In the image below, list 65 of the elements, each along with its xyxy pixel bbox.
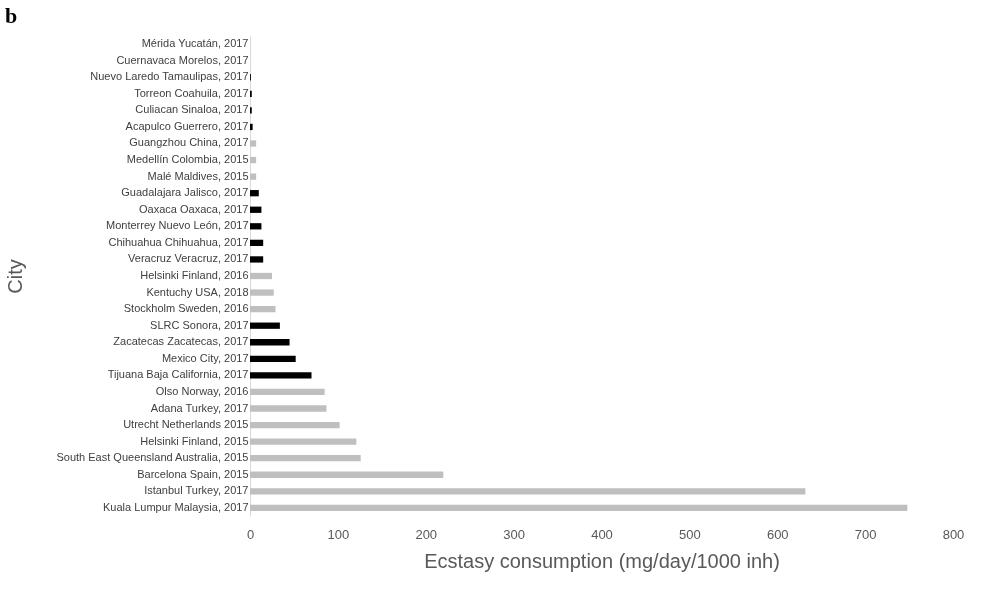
bar: [250, 372, 312, 379]
bar: [250, 156, 257, 164]
bar: [250, 471, 444, 478]
y-axis-title: City: [3, 259, 26, 294]
bar: [250, 421, 340, 429]
x-tick-label: 200: [415, 526, 438, 542]
y-tick-label: Olso Norway, 2016: [155, 384, 249, 397]
y-tick-label: Helsinki Finland, 2016: [140, 269, 249, 281]
x-axis-title: Ecstasy consumption (mg/day/1000 inh): [424, 549, 780, 572]
y-tick-label: Guadalajara Jalisco, 2017: [121, 186, 249, 199]
y-tick-label: Mexico City, 2017: [161, 351, 249, 364]
y-tick-label: Culiacan Sinaloa, 2017: [135, 103, 249, 116]
text: b: [5, 3, 18, 28]
y-tick-label: Oaxaca Oaxaca, 2017: [139, 202, 249, 215]
y-tick-label: Monterrey Nuevo León, 2017: [106, 219, 249, 232]
x-tick-label: 0: [246, 526, 255, 542]
bar: [250, 438, 357, 445]
bar: [250, 305, 276, 313]
bar: [250, 256, 264, 263]
y-tick-label: Nuevo Laredo Tamaulipas, 2017: [90, 70, 249, 83]
y-tick-label: SLRC Sonora, 2017: [150, 318, 249, 331]
y-tick-label: Malé Maldives, 2015: [147, 169, 249, 182]
bar: [250, 405, 327, 412]
y-tick-label: Mérida Yucatán, 2017: [141, 37, 249, 50]
y-tick-label: Istanbul Turkey, 2017: [144, 484, 249, 497]
x-tick-label: 400: [591, 526, 613, 542]
y-tick-label: Barcelona Spain, 2015: [137, 467, 249, 480]
y-tick-label: Adana Turkey, 2017: [150, 401, 249, 414]
y-tick-label: Cuernavaca Morelos, 2017: [116, 53, 249, 66]
bar: [250, 206, 262, 213]
bar: [250, 388, 325, 396]
y-tick-label: Torreon Coahuila, 2017: [134, 86, 249, 99]
y-tick-label: Veracruz Veracruz, 2017: [128, 252, 249, 265]
bar: [250, 173, 257, 180]
y-tick-label: Guangzhou China, 2017: [129, 136, 249, 149]
y-tick-label: Kuala Lumpur Malaysia, 2017: [102, 500, 249, 513]
x-tick-label: 600: [766, 526, 789, 542]
x-tick-label: 700: [854, 526, 877, 542]
bar: [250, 123, 253, 131]
y-tick-label: Utrecht Netherlands 2015: [123, 418, 249, 431]
bar: [250, 322, 280, 329]
y-tick-label: Helsinki Finland, 2015: [140, 434, 249, 447]
bar: [250, 455, 361, 462]
x-tick-label: 100: [327, 526, 350, 542]
y-tick-label: Medellín Colombia, 2015: [126, 153, 249, 166]
y-tick-label: Acapulco Guerrero, 2017: [125, 119, 249, 132]
bar: [250, 339, 290, 346]
y-tick-label: Kentuchy USA, 2018: [146, 285, 249, 298]
bar: [250, 289, 274, 296]
bar: [250, 190, 259, 197]
x-tick-label: 800: [942, 526, 965, 542]
y-tick-label: Chihuahua Chihuahua, 2017: [108, 235, 249, 248]
bar: [250, 223, 262, 230]
bar: [250, 140, 257, 147]
y-tick-label: Zacatecas Zacatecas, 2017: [113, 335, 249, 348]
bar: [250, 488, 806, 495]
bar: [250, 504, 908, 512]
y-tick-label: South East Queensland Australia, 2015: [56, 451, 249, 464]
y-tick-label: Tijuana Baja California, 2017: [107, 368, 249, 381]
bar: [250, 239, 264, 247]
x-tick-label: 500: [679, 526, 701, 542]
x-tick-label: 300: [503, 526, 525, 542]
bar: [250, 355, 296, 362]
y-tick-label: Stockholm Sweden, 2016: [123, 302, 249, 315]
bar: [250, 272, 272, 280]
